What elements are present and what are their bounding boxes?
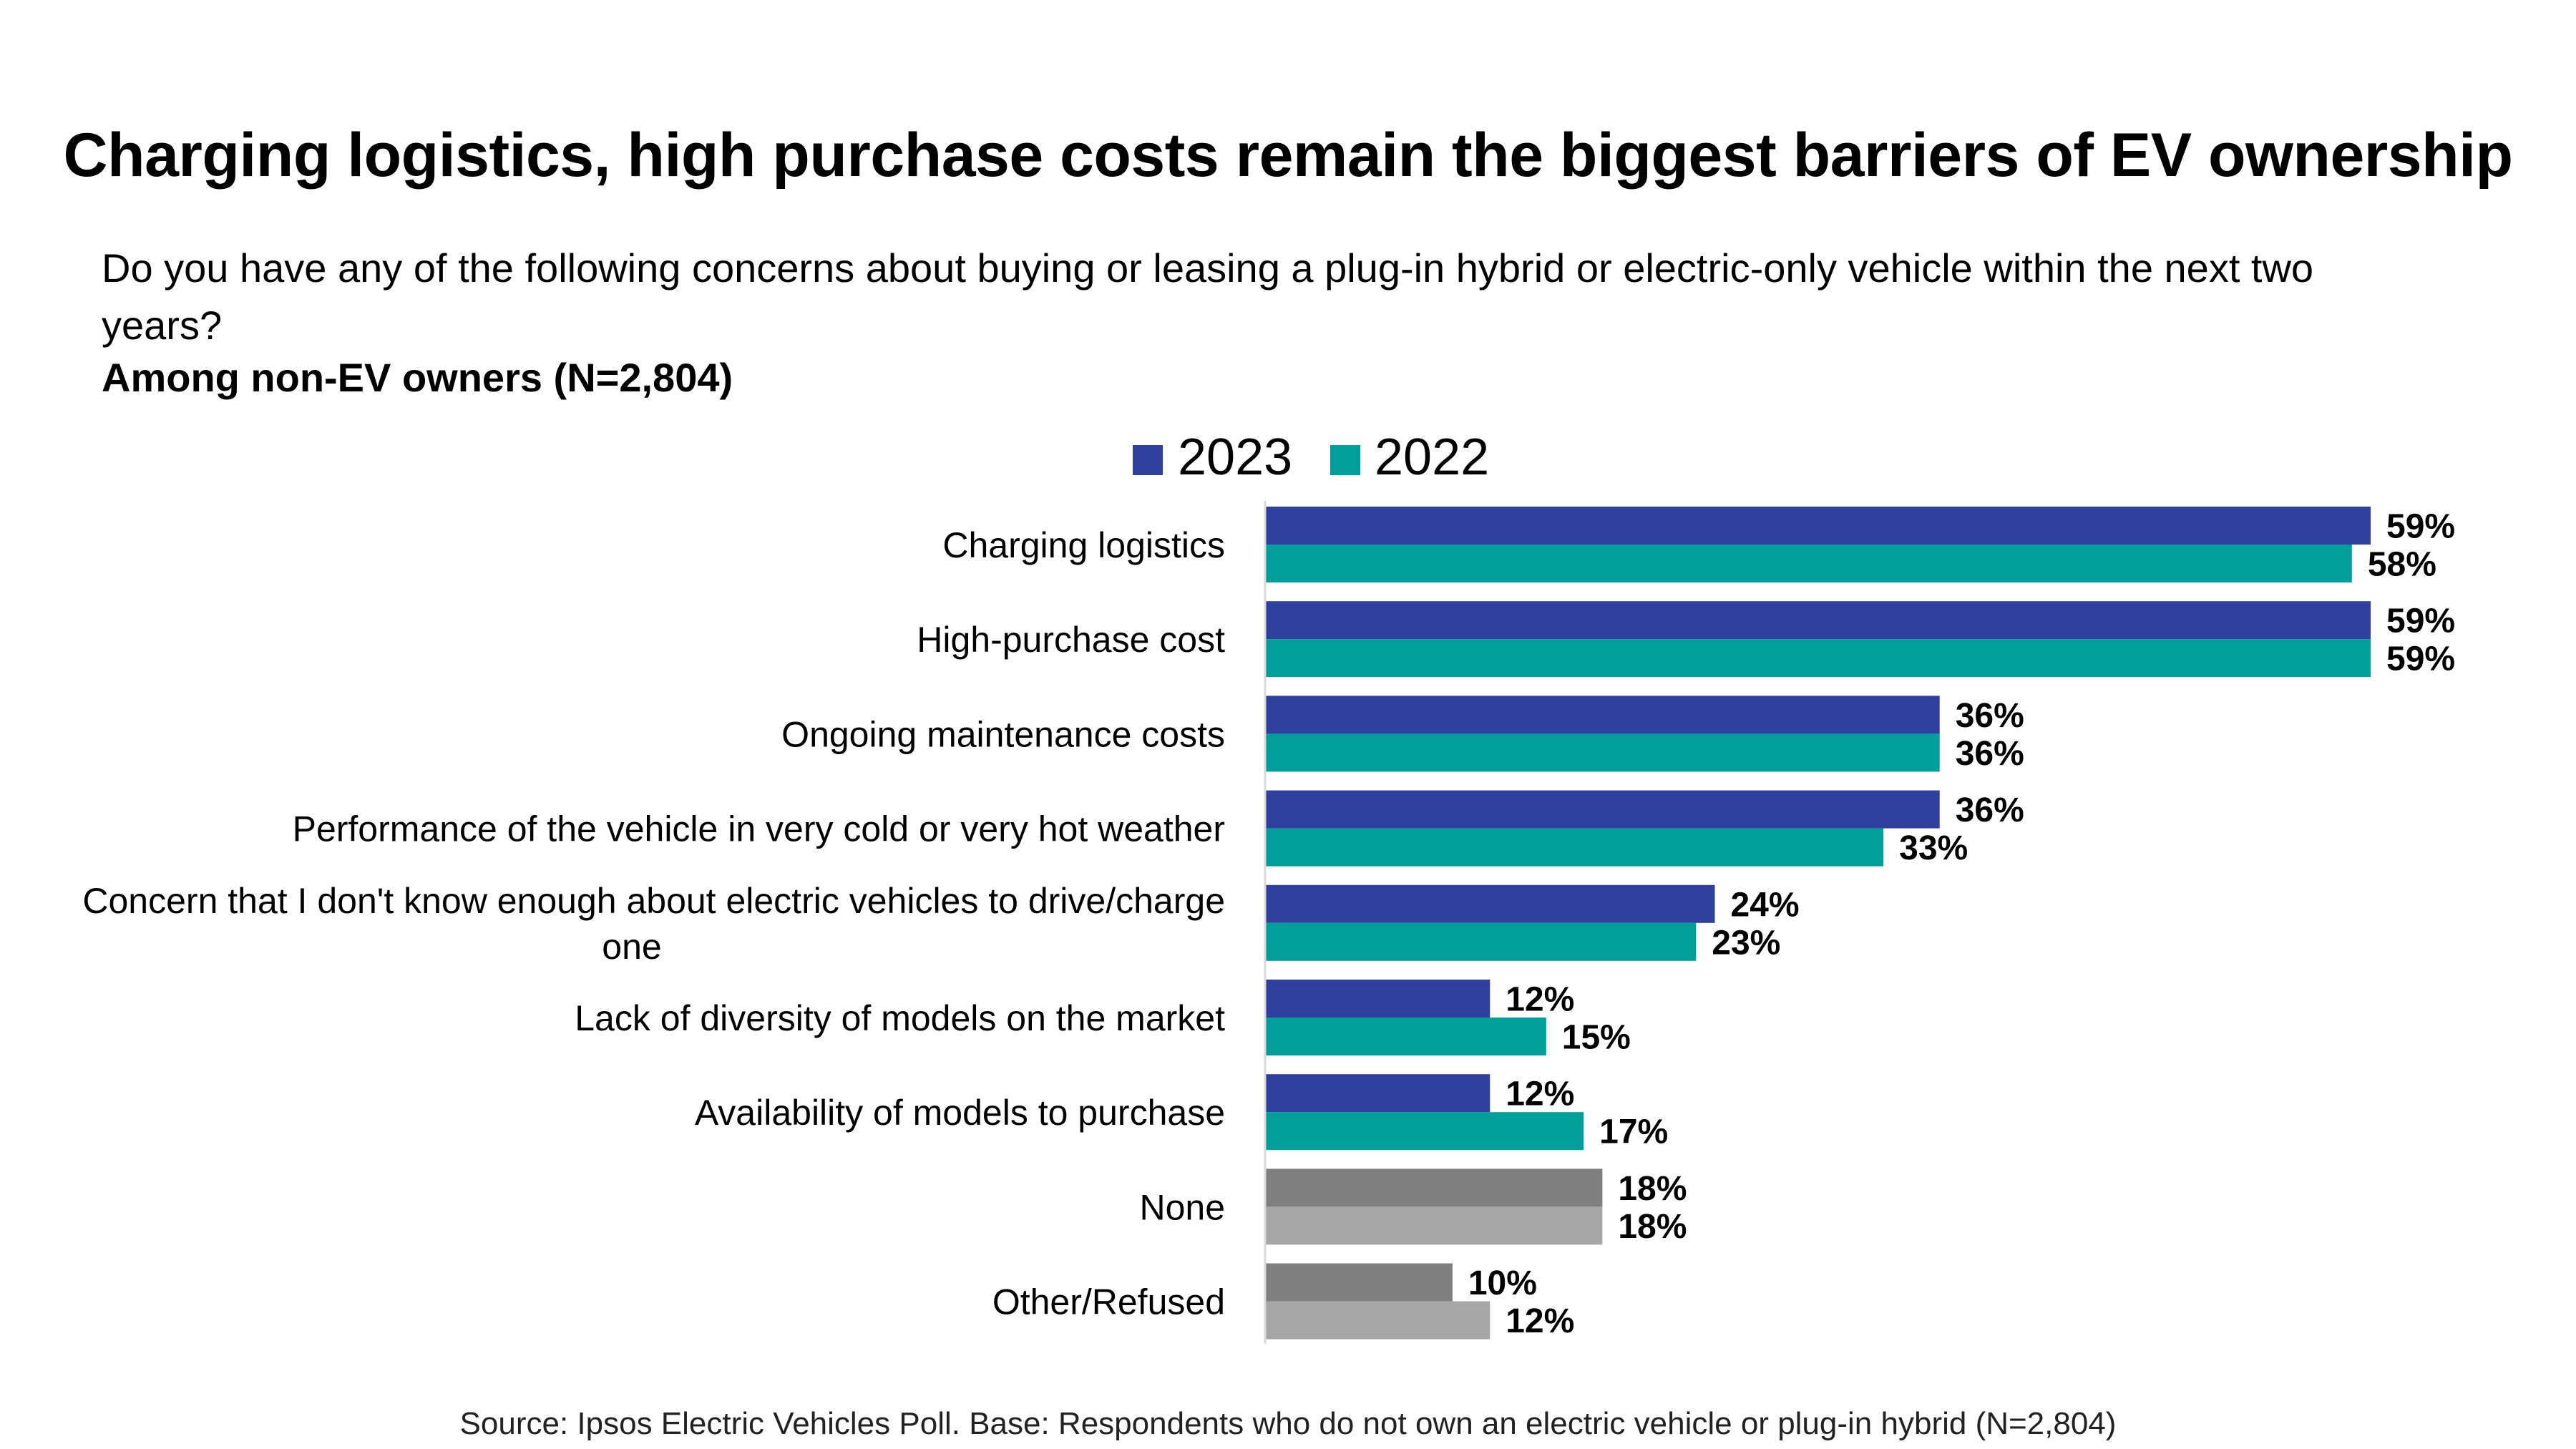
bar-2023	[1265, 884, 1715, 923]
bar-2023	[1265, 696, 1940, 734]
legend-label-2023: 2023	[1178, 429, 1292, 486]
survey-question: Do you have any of the following concern…	[102, 245, 2314, 348]
bar-2023	[1265, 790, 1940, 829]
source-note: Source: Ipsos Electric Vehicles Poll. Ba…	[459, 1406, 2117, 1441]
bar-2022	[1265, 1206, 1603, 1245]
data-label-2023: 36%	[1956, 791, 2024, 829]
data-label-2022: 17%	[1599, 1113, 1668, 1151]
data-label-2023: 12%	[1506, 1075, 1574, 1113]
data-label-2022: 18%	[1618, 1208, 1687, 1246]
bar-2023	[1265, 1074, 1491, 1113]
data-label-2023: 10%	[1468, 1264, 1537, 1302]
category-label: Lack of diversity of models on the marke…	[575, 998, 1225, 1038]
bar-2023	[1265, 1263, 1453, 1302]
category-labels: Charging logistics High-purchase cost Ongo…	[82, 525, 1225, 1322]
bar-2022	[1265, 639, 2371, 678]
category-label: Ongoing maintenance costs	[781, 714, 1225, 754]
data-label-2023: 59%	[2386, 602, 2455, 640]
category-label: Other/Refused	[992, 1282, 1225, 1322]
legend-swatch-2023	[1133, 445, 1163, 475]
data-label-2022: 59%	[2386, 640, 2455, 678]
legend-swatch-2022	[1330, 445, 1360, 475]
data-label-2023: 18%	[1618, 1170, 1687, 1208]
bar-2022	[1265, 545, 2352, 582]
base-note: Among non-EV owners (N=2,804)	[102, 355, 733, 400]
value-labels: 59%58%59%59%36%36%36%33%24%23%12%15%12%1…	[1468, 508, 2455, 1341]
data-label-2022: 33%	[1899, 829, 1968, 867]
category-label: Performance of the vehicle in very cold …	[293, 809, 1225, 849]
category-label: Charging logistics	[942, 525, 1225, 565]
bar-2023	[1265, 980, 1491, 1018]
bar-2023	[1265, 1169, 1603, 1207]
bar-group	[1265, 507, 2371, 1340]
bar-2022	[1265, 1301, 1491, 1340]
bar-2023	[1265, 601, 2371, 640]
data-label-2023: 36%	[1956, 697, 2024, 735]
chart-legend: 2023 2022	[1133, 429, 1489, 486]
bar-2022	[1265, 1018, 1546, 1055]
data-label-2022: 58%	[2368, 546, 2436, 584]
data-label-2023: 59%	[2386, 508, 2455, 546]
category-label: None	[1139, 1187, 1225, 1227]
data-label-2022: 36%	[1956, 735, 2024, 773]
data-label-2022: 15%	[1562, 1019, 1631, 1057]
bar-2022	[1265, 828, 1884, 867]
category-label: High-purchase cost	[917, 620, 1225, 660]
legend-label-2022: 2022	[1375, 429, 1489, 486]
bar-2022	[1265, 733, 1940, 772]
bar-2022	[1265, 922, 1697, 961]
data-label-2022: 23%	[1712, 924, 1780, 962]
data-label-2023: 12%	[1506, 981, 1574, 1019]
data-label-2022: 12%	[1506, 1302, 1574, 1340]
bar-2022	[1265, 1112, 1584, 1151]
category-label: Availability of models to purchase	[695, 1093, 1225, 1133]
category-label: Concern that I don't know enough about e…	[82, 881, 1225, 967]
data-label-2023: 24%	[1730, 886, 1799, 924]
chart-title: Charging logistics, high purchase costs …	[63, 121, 2513, 190]
bar-2023	[1265, 507, 2371, 545]
